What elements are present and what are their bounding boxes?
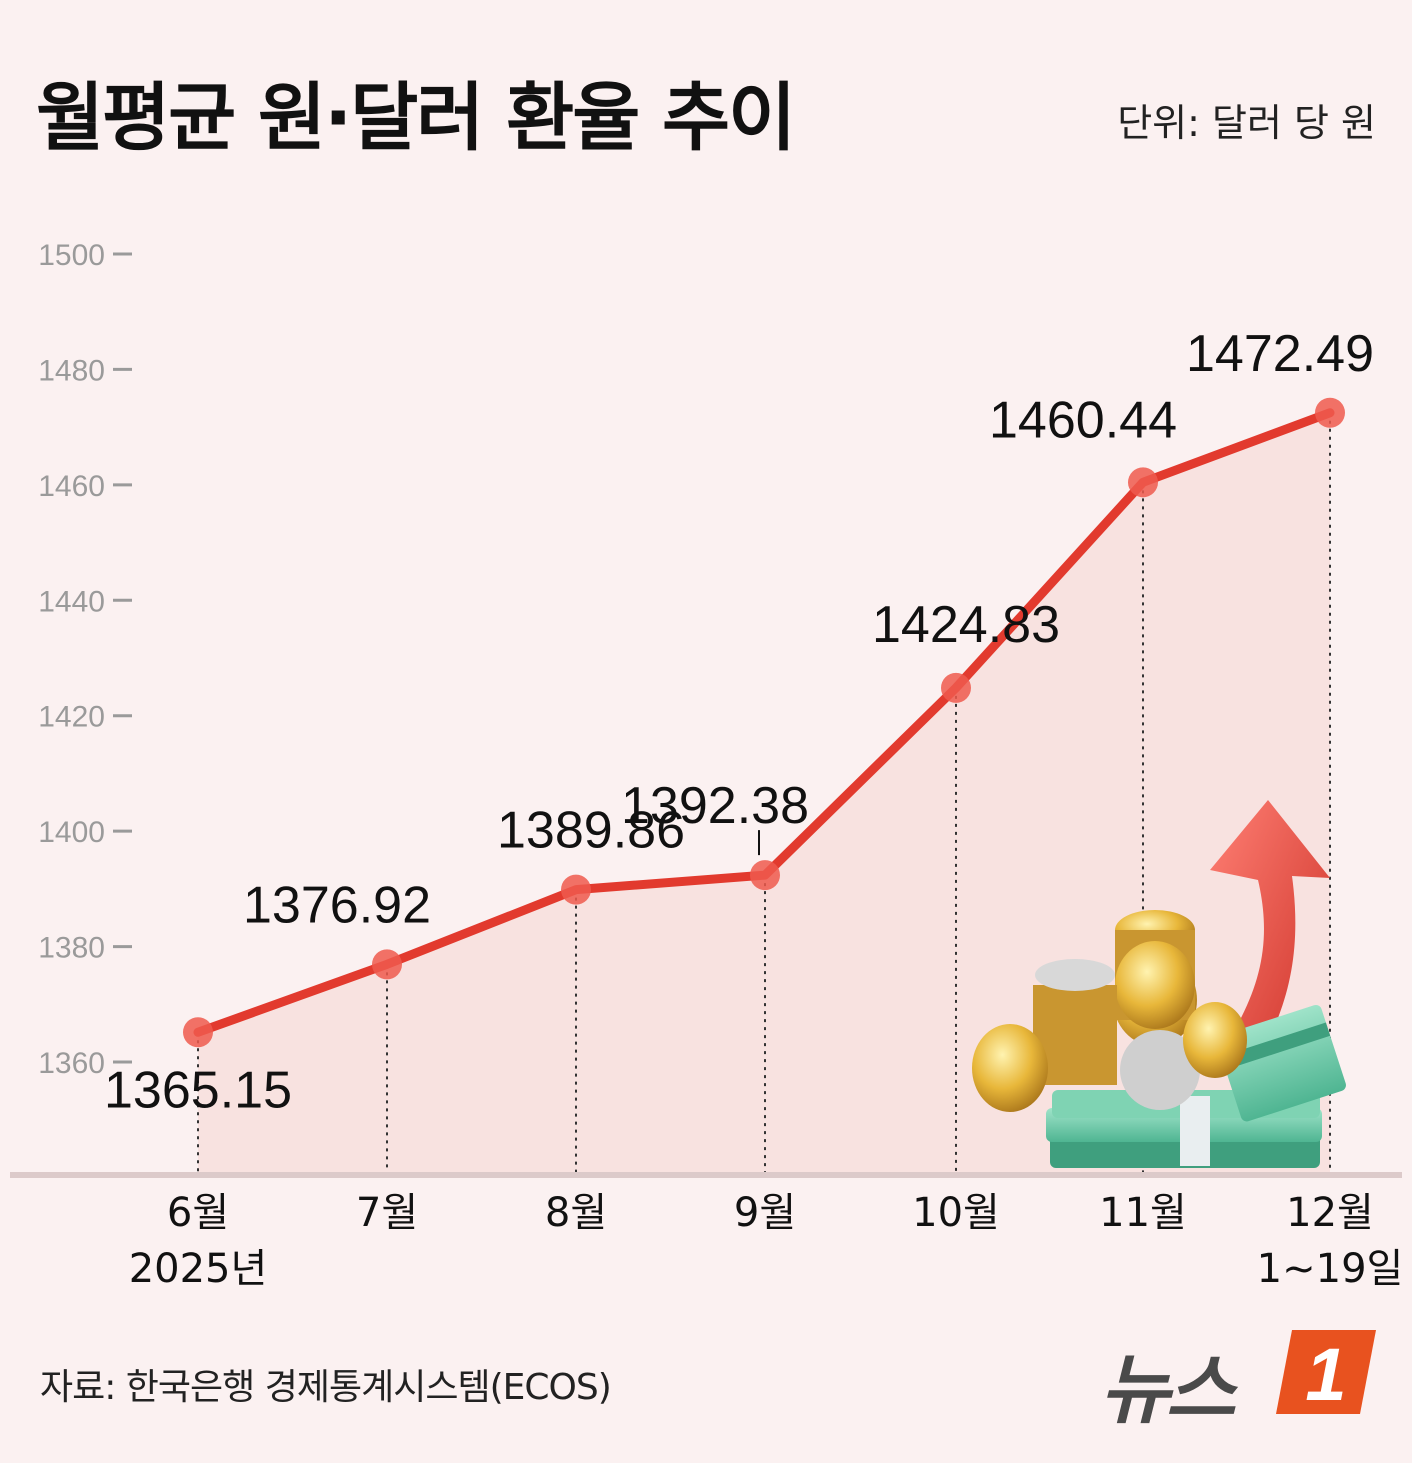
data-point xyxy=(1315,397,1345,428)
data-point xyxy=(941,672,971,703)
data-point xyxy=(561,874,591,905)
data-label: 1460.44 xyxy=(989,391,1177,449)
x-axis-baseline xyxy=(10,1172,1402,1178)
data-label: 1389.86 xyxy=(497,802,685,860)
line-layer xyxy=(183,397,1345,1048)
y-tick-label: 1500 xyxy=(38,239,105,272)
data-label: 1472.49 xyxy=(1186,325,1374,383)
data-label: 1365.15 xyxy=(104,1061,292,1119)
data-label: 1376.92 xyxy=(243,876,431,934)
data-point xyxy=(372,949,402,980)
x-tick-label: 11월 xyxy=(1099,1190,1187,1236)
x-tick-label: 10월 xyxy=(912,1190,1000,1236)
y-tick-label: 1380 xyxy=(38,932,105,965)
y-tick-label: 1400 xyxy=(38,816,105,849)
money-illustration xyxy=(972,800,1346,1168)
news1-logo: 뉴스 1 xyxy=(1100,1318,1390,1434)
axis-layer: 1360 1380 1400 1420 1440 1460 1480 1500 6월 2025년 7… xyxy=(10,239,1403,1292)
data-point xyxy=(183,1017,213,1048)
x-tick-label: 6월 2025년 xyxy=(129,1190,268,1292)
logo-text: 뉴스 xyxy=(1100,1345,1236,1434)
x-tick-label: 9월 xyxy=(734,1190,796,1236)
chart-title: 월평균 원·달러 환율 추이 xyxy=(36,75,796,161)
data-point xyxy=(750,860,780,891)
logo-badge-number: 1 xyxy=(1305,1333,1346,1416)
x-tick-label: 12월 1~19일 xyxy=(1257,1190,1404,1292)
logo-badge-icon: 1 xyxy=(1276,1330,1376,1416)
y-tick-label: 1440 xyxy=(38,585,105,618)
banknote-stack-icon xyxy=(1046,1004,1346,1168)
unit-label: 단위: 달러 당 원 xyxy=(1117,101,1376,145)
data-label: 1424.83 xyxy=(872,596,1060,654)
x-tick-label: 8월 xyxy=(545,1190,607,1236)
data-label: 1392.38 xyxy=(621,777,809,835)
data-point xyxy=(1128,467,1158,498)
y-tick-label: 1360 xyxy=(38,1047,105,1080)
y-tick-label: 1460 xyxy=(38,470,105,503)
y-tick-label: 1480 xyxy=(38,354,105,387)
rising-arrow-icon xyxy=(1210,800,1330,1072)
source-note: 자료: 한국은행 경제통계시스템(ECOS) xyxy=(40,1367,612,1408)
coin-stack-icon xyxy=(972,910,1247,1112)
x-tick-label: 7월 xyxy=(356,1190,418,1236)
y-tick-label: 1420 xyxy=(38,701,105,734)
